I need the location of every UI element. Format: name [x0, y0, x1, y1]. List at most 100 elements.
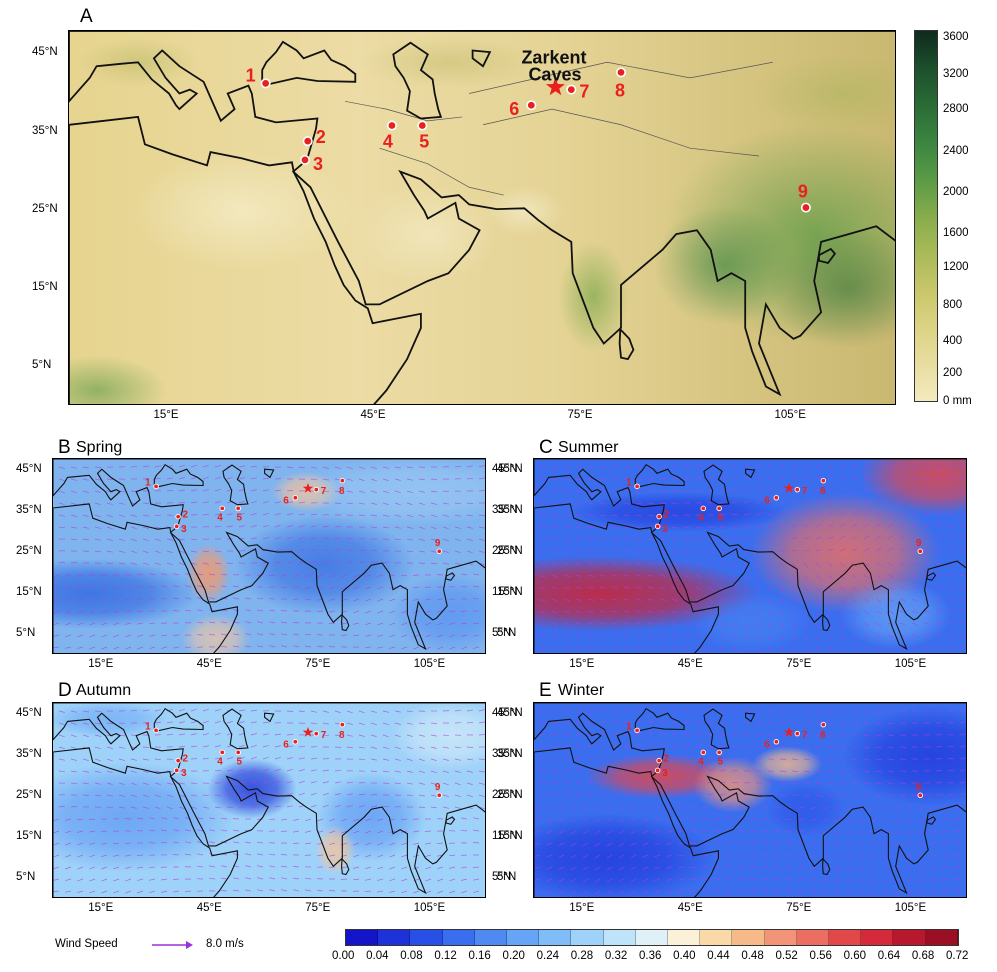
site-label-1: 1: [626, 477, 632, 488]
lon-tick-label: 15°E: [153, 409, 179, 421]
elevation-colorbar-label: 3600: [943, 31, 969, 43]
site-label-9: 9: [435, 538, 441, 549]
site-label-6: 6: [283, 495, 289, 506]
site-marker-6: [773, 495, 780, 501]
site-label-8: 8: [615, 80, 625, 100]
ratio-colorbar: [345, 929, 959, 946]
wind-vectors: [539, 463, 966, 652]
site-label-1: 1: [145, 477, 151, 488]
lat-tick-label: 45°N: [492, 707, 518, 720]
colorbar-swatch: [829, 930, 862, 945]
lon-tick-label: 105°E: [894, 902, 927, 914]
lat-tick-label: 5°N: [492, 870, 512, 883]
map-panel-c: 1 2 3 4 5 6 7 8 9: [533, 458, 967, 654]
colorbar-swatch: [603, 930, 636, 945]
colorbar-swatch: [410, 930, 443, 945]
ratio-colorbar-label: 0.36: [639, 950, 662, 962]
site-label-2: 2: [183, 754, 189, 765]
lat-tick-label: 45°N: [16, 463, 42, 476]
lon-tick-label: 15°E: [88, 902, 114, 914]
colorbar-swatch: [346, 930, 379, 945]
cave-star-icon: [545, 77, 565, 96]
panel-letter-b: B: [58, 437, 71, 458]
site-label-9: 9: [435, 782, 441, 793]
site-marker-1: [260, 78, 271, 89]
lat-tick-label: 25°N: [497, 788, 523, 801]
colorbar-swatch: [700, 930, 733, 945]
site-marker-4: [219, 505, 226, 512]
colorbar-swatch: [925, 930, 958, 945]
site-label-2: 2: [316, 127, 326, 147]
site-marker-8: [339, 721, 346, 728]
panel-title-summer: Summer: [558, 439, 619, 456]
lat-tick-label: 15°N: [497, 585, 523, 598]
lat-tick-label: 35°N: [492, 504, 518, 517]
site-label-6: 6: [283, 739, 289, 750]
site-label-2: 2: [183, 510, 189, 521]
site-label-3: 3: [662, 524, 668, 535]
cave-label-line2: Caves: [528, 64, 581, 84]
cave-star-icon: [783, 726, 795, 737]
site-label-3: 3: [181, 524, 187, 535]
site-marker-4: [700, 749, 707, 756]
colorbar-swatch: [539, 930, 572, 945]
lat-tick-label: 25°N: [16, 788, 42, 801]
site-label-9: 9: [916, 538, 922, 549]
panel-letter-e: E: [539, 680, 552, 701]
lon-tick-label: 15°E: [88, 658, 114, 670]
site-marker-7: [313, 730, 320, 737]
lon-tick-label: 15°E: [569, 658, 595, 670]
site-label-7: 7: [802, 486, 808, 497]
site-marker-2: [656, 757, 662, 764]
site-marker-7: [794, 730, 801, 737]
lat-tick-label: 5°N: [497, 870, 517, 883]
site-marker-5: [417, 120, 428, 131]
elevation-colorbar-label: 400: [943, 335, 963, 347]
ratio-colorbar-label: 0.28: [570, 950, 594, 962]
lat-tick-label: 35°N: [497, 504, 523, 517]
site-label-5: 5: [237, 513, 243, 524]
site-marker-6: [292, 739, 299, 745]
site-label-7: 7: [321, 730, 327, 741]
lat-tick-label: 5°N: [16, 870, 36, 883]
map-panel-b: 1 2 3 4 5 6 7 8 9: [52, 458, 486, 654]
elevation-colorbar-label: 800: [943, 299, 963, 311]
lon-tick-label: 45°E: [677, 658, 703, 670]
ratio-colorbar-label: 0.52: [775, 950, 798, 962]
lon-tick-label: 105°E: [774, 409, 806, 421]
elevation-colorbar-label: 2800: [943, 103, 969, 115]
site-marker-9: [917, 548, 924, 555]
lat-tick-label: 25°N: [492, 544, 518, 557]
site-marker-5: [235, 505, 241, 512]
cave-star-icon: [302, 482, 314, 493]
ratio-colorbar-label: 0.20: [502, 950, 525, 962]
site-label-7: 7: [579, 82, 589, 102]
elevation-colorbar-label: 3200: [943, 68, 969, 80]
site-marker-9: [436, 548, 443, 555]
site-marker-2: [175, 757, 181, 764]
lon-tick-label: 15°E: [569, 902, 595, 914]
lat-tick-label: 25°N: [492, 788, 518, 801]
ratio-colorbar-label: 0.72: [946, 950, 969, 962]
colorbar-swatch: [732, 930, 765, 945]
wind-speed-label: Wind Speed: [55, 938, 118, 950]
site-label-8: 8: [339, 486, 345, 497]
spring-map: 1 2 3 4 5 6 7 8 9: [53, 459, 485, 653]
site-label-2: 2: [664, 754, 670, 765]
elevation-colorbar: [914, 30, 938, 402]
site-label-3: 3: [181, 768, 187, 779]
site-marker-6: [292, 495, 299, 501]
lon-tick-label: 75°E: [567, 409, 593, 421]
lon-tick-label: 75°E: [786, 658, 812, 670]
lat-tick-label: 25°N: [497, 544, 523, 557]
autumn-map: 1 2 3 4 5 6 7 8 9: [53, 703, 485, 897]
lon-tick-label: 45°E: [196, 902, 222, 914]
lat-tick-label: 15°N: [16, 585, 42, 598]
cave-star-icon: [783, 482, 795, 493]
panel-letter-c: C: [539, 437, 553, 458]
lat-tick-label: 25°N: [32, 202, 58, 215]
lon-tick-label: 105°E: [894, 658, 927, 670]
lon-tick-label: 105°E: [413, 902, 446, 914]
site-label-6: 6: [764, 739, 770, 750]
site-label-5: 5: [419, 132, 429, 152]
